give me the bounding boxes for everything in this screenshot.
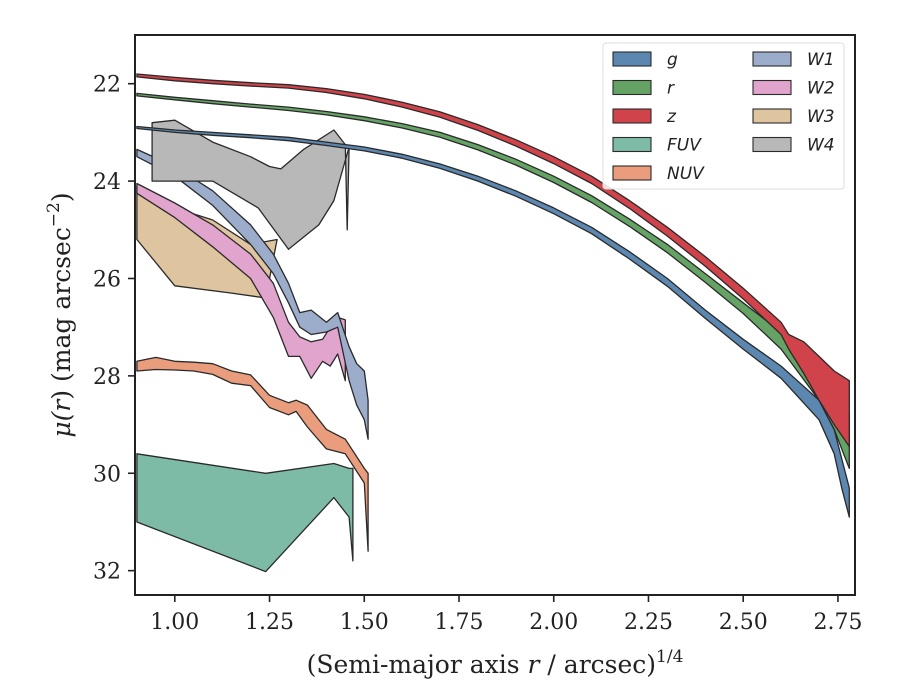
- x-axis-ticks: 1.00 1.25 1.50 1.75 2.00 2.25 2.50 2.75: [150, 595, 862, 635]
- legend-label: g: [667, 50, 678, 70]
- series-layer: [136, 73, 850, 573]
- band-w2: [136, 182, 346, 382]
- x-axis-label: (Semi-major axis r / arcsec)1/4: [307, 647, 684, 679]
- y-tick-label: 32: [93, 560, 121, 585]
- legend-swatch: [752, 108, 792, 124]
- x-tick-label: 2.50: [719, 610, 768, 635]
- legend-label: W4: [807, 136, 835, 156]
- y-tick-label: 28: [93, 365, 121, 390]
- y-tick-label: 24: [93, 170, 121, 195]
- legend-swatch: [612, 136, 652, 153]
- x-tick-label: 2.00: [529, 610, 578, 635]
- legend-swatch: [612, 79, 652, 96]
- band-fuv: [136, 453, 354, 573]
- legend-swatch: [612, 108, 652, 124]
- legend-item-w3: W3: [752, 107, 835, 127]
- y-axis-label: μ(r) (mag arcsec−2): [44, 192, 76, 437]
- band-w4: [151, 119, 350, 250]
- legend-item-fuv: FUV: [612, 136, 702, 156]
- legend-frame: [602, 42, 845, 190]
- band-g: [136, 125, 850, 518]
- legend-item-z: z: [612, 107, 677, 127]
- x-tick-label: 1.75: [435, 610, 484, 635]
- y-tick-label: 30: [93, 462, 121, 487]
- legend-item-w1: W1: [752, 50, 835, 70]
- band-r: [136, 92, 850, 470]
- y-tick-label: 26: [93, 267, 121, 292]
- band-nuv: [136, 356, 369, 552]
- x-tick-label: 2.75: [813, 610, 862, 635]
- legend-label: W1: [807, 50, 835, 70]
- legend-swatch: [752, 79, 792, 96]
- legend-label: z: [666, 107, 677, 127]
- legend-item-r: r: [612, 79, 675, 99]
- legend-swatch: [612, 165, 652, 181]
- legend-label: FUV: [667, 136, 702, 156]
- x-tick-label: 2.25: [624, 610, 673, 635]
- legend-swatch: [752, 51, 792, 67]
- y-axis-ticks: 22 24 26 28 30 32: [93, 73, 135, 585]
- legend-item-w2: W2: [752, 79, 835, 99]
- y-tick-label: 22: [93, 73, 121, 98]
- legend-swatch: [612, 51, 652, 67]
- legend-item-nuv: NUV: [612, 164, 705, 184]
- band-z: [136, 73, 850, 448]
- legend-item-g: g: [612, 50, 678, 70]
- legend-label: W3: [807, 107, 835, 127]
- legend: grz FUV NUV W1 W2 W3 W4: [602, 42, 845, 190]
- legend-swatch: [752, 136, 792, 153]
- legend-item-w4: W4: [752, 136, 835, 156]
- plot-frame: [134, 34, 856, 596]
- x-tick-label: 1.00: [150, 610, 199, 635]
- legend-label: W2: [807, 79, 835, 99]
- band-w1: [136, 148, 369, 440]
- legend-label: NUV: [667, 164, 705, 184]
- x-tick-label: 1.50: [340, 610, 389, 635]
- x-tick-label: 1.25: [245, 610, 294, 635]
- legend-label: r: [667, 79, 675, 99]
